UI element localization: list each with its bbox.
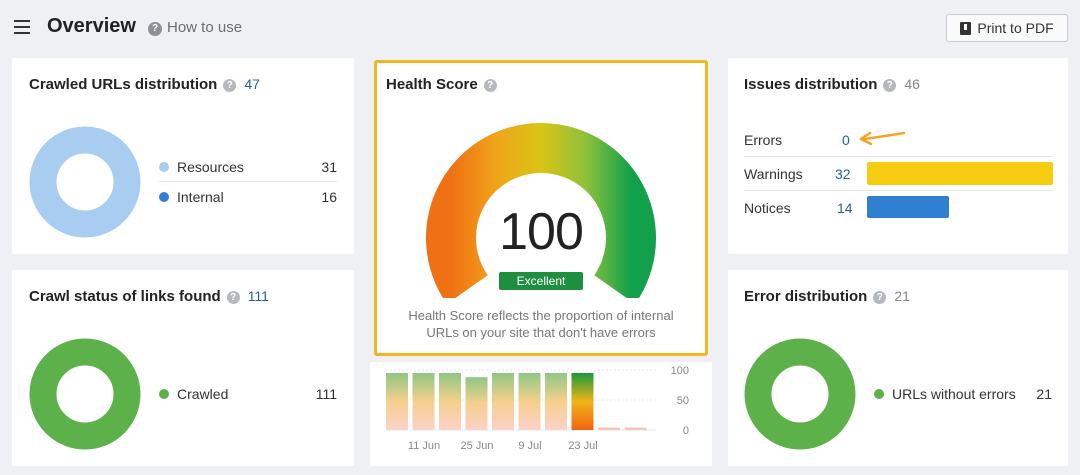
health-description-line2: URLs on your site that don't have errors [426,325,656,340]
trend-bar[interactable] [492,373,514,430]
legend-dot [874,389,884,399]
trend-bar[interactable] [518,373,541,430]
help-icon[interactable]: ? [883,79,897,92]
trend-y-tick: 0 [683,425,689,437]
help-icon[interactable]: ? [873,291,887,304]
trend-chart[interactable]: 100 50 0 11 Jun 25 Jun 9 Jul 23 Jul [370,362,712,466]
issue-count-errors[interactable]: 0 [842,132,850,148]
card-title: Issues distribution [744,76,878,93]
issue-bar-notices[interactable] [867,196,949,218]
crawl-status-card: Crawl status of links found? 111 Crawled … [12,270,354,466]
trend-y-tick: 100 [671,365,689,377]
issue-row-errors[interactable]: Errors [744,132,783,148]
card-count[interactable]: 47 [244,76,260,92]
download-icon [960,22,972,35]
health-score-card: Health Score? 100 Excellent Health Score… [370,58,712,358]
legend-value-urls-without-errors: 21 [1036,386,1052,402]
legend-value-internal: 16 [321,189,337,205]
trend-x-tick: 23 Jul [568,440,597,452]
trend-card: 100 50 0 11 Jun 25 Jun 9 Jul 23 Jul [370,362,712,466]
donut-segment-resources[interactable] [29,126,141,238]
issue-row-notices[interactable]: Notices [744,200,791,216]
crawled-urls-card: Crawled URLs distribution? 47 Resources 3… [12,58,354,254]
highlight-frame [374,60,708,356]
menu-icon[interactable] [14,20,30,34]
trend-bar[interactable] [412,373,435,430]
issues-distribution-card: Issues distribution? 46 Errors 0 Warnings… [728,58,1068,254]
health-description-line1: Health Score reflects the proportion of … [408,308,674,323]
donut-segment-crawled[interactable] [29,338,141,450]
legend-internal[interactable]: Internal [159,189,224,205]
crawled-donut[interactable] [29,126,141,238]
legend-resources[interactable]: Resources [159,159,244,175]
trend-bar[interactable] [598,427,620,430]
page-title: Overview [47,15,136,37]
legend-value-crawled: 111 [315,386,337,402]
health-gauge[interactable] [425,118,657,298]
divider [744,190,1052,191]
trend-bar[interactable] [465,377,488,430]
issue-bar-warnings[interactable] [867,162,1053,185]
trend-x-tick: 25 Jun [460,440,493,452]
card-title: Crawl status of links found [29,288,221,305]
trend-bar[interactable] [386,373,408,430]
trend-bar[interactable] [545,373,567,430]
trend-x-tick: 9 Jul [518,440,541,452]
arrow-annotation [859,131,906,146]
how-to-use-link[interactable]: ? How to use [148,19,242,36]
card-title: Error distribution [744,288,868,305]
legend-dot [159,162,169,172]
help-icon: ? [148,22,162,36]
card-count[interactable]: 111 [247,288,269,304]
trend-x-tick: 11 Jun [408,440,440,452]
issue-count-warnings[interactable]: 32 [835,166,851,182]
legend-dot [159,389,169,399]
print-to-pdf-button[interactable]: Print to PDF [946,14,1068,42]
legend-crawled[interactable]: Crawled [159,386,228,402]
issue-count-notices[interactable]: 14 [837,200,853,216]
card-count: 21 [894,288,910,304]
status-badge: Excellent [499,272,583,290]
help-icon[interactable]: ? [223,79,237,92]
donut-segment-urls-without-errors[interactable] [744,338,856,450]
card-count: 46 [904,76,920,92]
error-distribution-card: Error distribution? 21 URLs without error… [728,270,1068,466]
trend-y-tick: 50 [677,395,689,407]
crawl-status-donut[interactable] [29,338,141,450]
help-icon[interactable]: ? [226,291,240,304]
divider [744,156,1052,157]
gauge-arc [426,122,656,298]
trend-bar[interactable] [439,373,461,430]
legend-urls-without-errors[interactable]: URLs without errors [874,386,1016,402]
legend-value-resources: 31 [321,159,337,175]
health-score-value: 100 [499,203,584,261]
divider [159,181,337,182]
legend-dot [159,192,169,202]
issue-row-warnings[interactable]: Warnings [744,166,803,182]
trend-bar[interactable] [571,373,594,430]
card-title: Health Score [386,76,478,93]
help-icon[interactable]: ? [483,79,497,92]
error-distribution-donut[interactable] [744,338,856,450]
card-title: Crawled URLs distribution [29,76,218,93]
trend-bar[interactable] [624,427,647,430]
